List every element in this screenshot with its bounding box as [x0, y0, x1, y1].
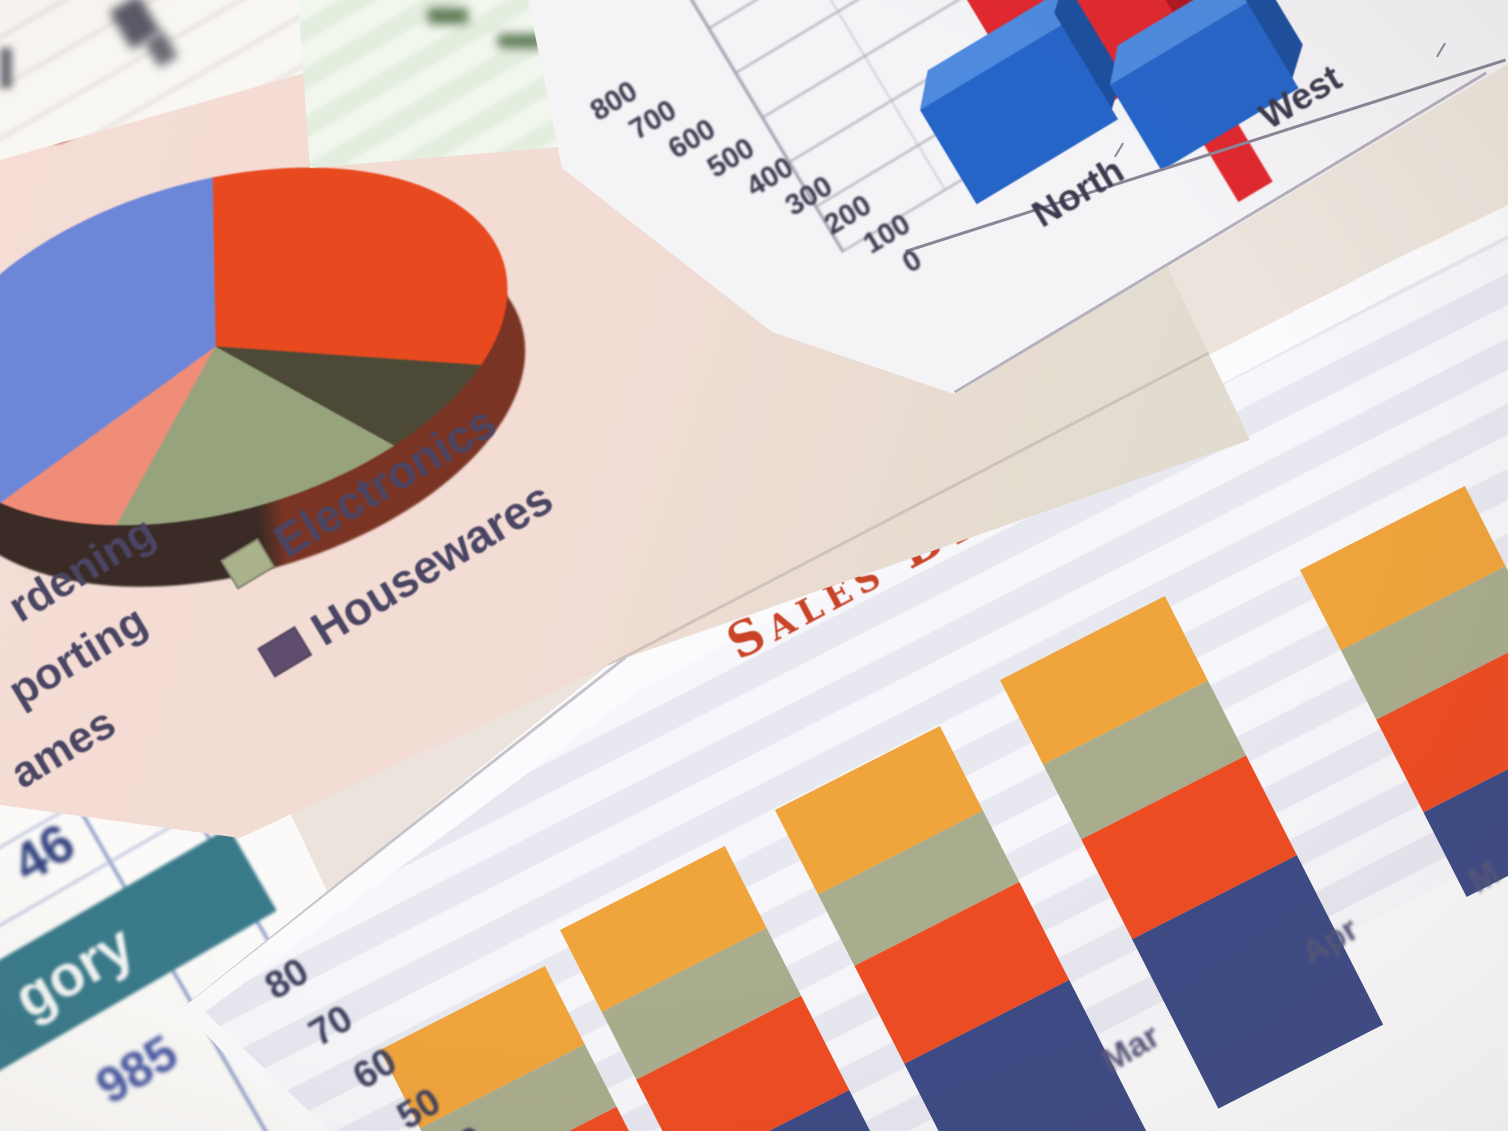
bar3d-ytick-0: 0 [897, 243, 928, 280]
bar3d-axis-tick [1114, 142, 1124, 158]
pie-chart [0, 83, 612, 684]
bar3d-axis-tick [1436, 42, 1446, 58]
legend-item-games-partial: ames [2, 698, 124, 799]
spreadsheet-header-label: gory [3, 912, 145, 1032]
mint-sheet-smudge [428, 8, 468, 24]
bar-side-face [1239, 0, 1303, 79]
lined-sheet-smudge [0, 48, 12, 88]
mint-sheet-smudge [498, 34, 544, 48]
spreadsheet-value-bottom: 985 [86, 1023, 187, 1115]
housewares-swatch [257, 625, 313, 678]
